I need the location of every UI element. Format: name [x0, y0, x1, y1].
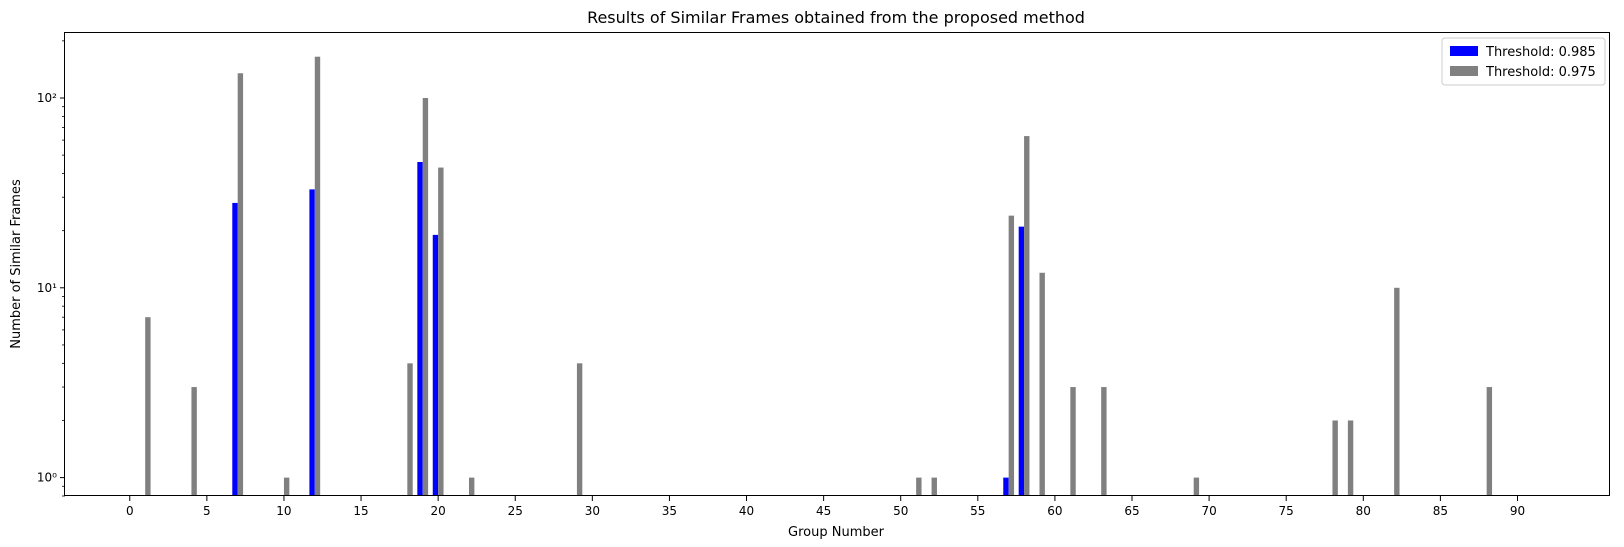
x-ticks-group: 0 5 10 15 20 25 30 35 40 45 50 55 60 65 70 75 80 85 90: [126, 496, 1525, 518]
plot-frame: [64, 32, 1610, 496]
x-tick-label: 50: [893, 504, 908, 518]
y-tick-label: 10¹: [37, 281, 57, 295]
x-tick-label: 45: [816, 504, 831, 518]
legend-swatch: [1450, 66, 1478, 76]
x-tick-label: 75: [1279, 504, 1294, 518]
x-tick-label: 35: [662, 504, 677, 518]
x-axis-label: Group Number: [788, 525, 885, 540]
legend-label: Threshold: 0.975: [1485, 65, 1596, 80]
legend-label: Threshold: 0.985: [1485, 45, 1596, 60]
bar: [1070, 387, 1076, 496]
y-axis-label: Number of Similar Frames: [9, 179, 24, 349]
x-tick-label: 10: [276, 504, 291, 518]
bar: [314, 56, 321, 497]
bar: [1101, 387, 1107, 496]
bar: [422, 97, 429, 497]
bar: [1018, 226, 1025, 496]
y-tick-label: 10⁰: [37, 471, 57, 485]
x-tick-label: 0: [126, 504, 134, 518]
bar: [432, 234, 439, 496]
bar: [1486, 387, 1493, 496]
bar: [1193, 477, 1200, 496]
legend: Threshold: 0.985 Threshold: 0.975: [1441, 37, 1606, 86]
y-tick-label: 10²: [37, 91, 57, 105]
legend-box: [1441, 37, 1606, 86]
bar: [1332, 420, 1338, 496]
bar: [468, 477, 475, 496]
x-tick-label: 20: [431, 504, 446, 518]
bar: [576, 363, 583, 496]
x-tick-label: 55: [970, 504, 985, 518]
bar: [283, 477, 290, 496]
chart-title: Results of Similar Frames obtained from …: [587, 8, 1085, 27]
x-tick-label: 40: [739, 504, 754, 518]
bar: [1024, 136, 1030, 496]
bar: [232, 202, 238, 496]
bar: [191, 387, 197, 496]
y-ticks-group: 10⁰ 10¹ 10²: [37, 40, 65, 497]
x-tick-label: 25: [508, 504, 523, 518]
bar: [417, 162, 423, 496]
x-tick-label: 5: [203, 504, 211, 518]
bar: [1008, 215, 1015, 496]
x-tick-label: 90: [1510, 504, 1525, 518]
bar: [438, 167, 444, 496]
legend-swatch: [1450, 46, 1478, 56]
x-tick-label: 80: [1356, 504, 1371, 518]
bar: [931, 477, 937, 496]
bar: [237, 73, 244, 496]
x-tick-label: 60: [1047, 504, 1062, 518]
bar: [1347, 420, 1354, 496]
bar: [309, 189, 315, 496]
x-tick-label: 85: [1433, 504, 1448, 518]
bar: [407, 363, 413, 496]
bar: [1039, 272, 1045, 496]
bar: [916, 477, 922, 496]
x-tick-label: 15: [353, 504, 368, 518]
x-tick-label: 65: [1124, 504, 1139, 518]
bars-group: [145, 56, 1493, 497]
x-tick-label: 30: [585, 504, 600, 518]
bar: [145, 317, 151, 496]
bar: [1394, 287, 1400, 496]
x-tick-label: 70: [1201, 504, 1216, 518]
bar: [1003, 477, 1009, 496]
